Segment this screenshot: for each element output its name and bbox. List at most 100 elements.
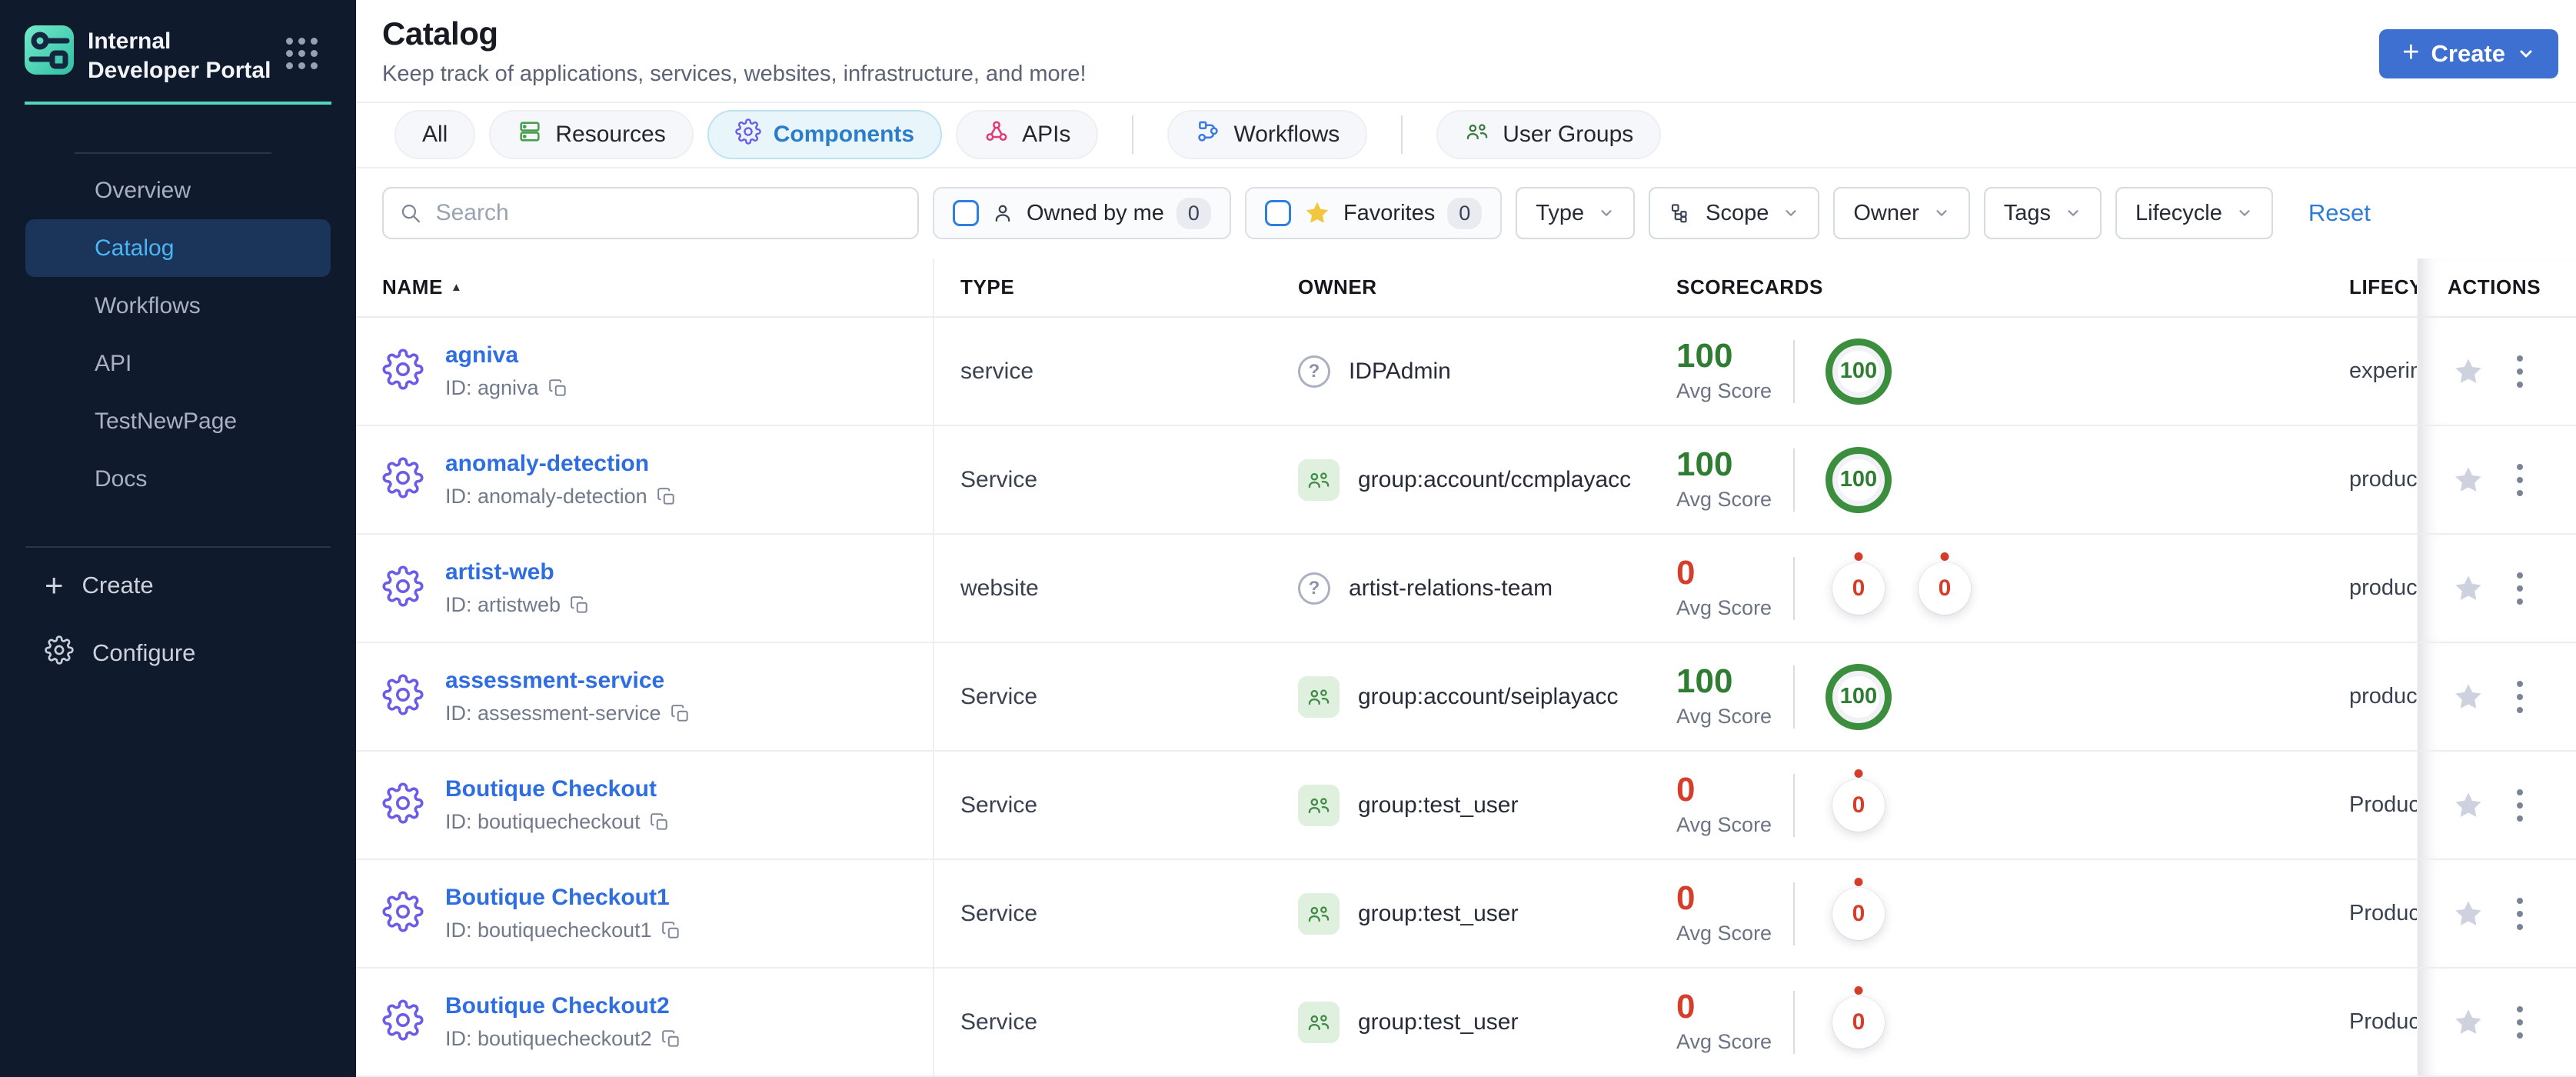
tab-all[interactable]: All xyxy=(394,110,476,159)
apps-grid-icon[interactable] xyxy=(286,38,318,69)
sidebar-nav: Overview Catalog Workflows API TestNewPa… xyxy=(0,162,356,508)
column-header-name[interactable]: NAME ▲ xyxy=(356,258,934,316)
component-id: ID: anomaly-detection xyxy=(445,485,677,508)
table-row: Boutique Checkout ID: boutiquecheckout S… xyxy=(356,752,2576,860)
owned-by-me-checkbox[interactable] xyxy=(953,200,979,227)
scorecard-circle[interactable]: 0 xyxy=(1825,769,1892,839)
scope-dropdown[interactable]: Scope xyxy=(1649,187,1820,240)
scorecard-circle[interactable]: 100 xyxy=(1825,338,1892,405)
components-gear-icon xyxy=(735,118,761,151)
kebab-menu-icon[interactable] xyxy=(2512,351,2528,392)
scorecard-circle[interactable]: 0 xyxy=(1825,985,1892,1055)
help-circle-icon: ? xyxy=(1298,355,1330,388)
scorecard-circle[interactable]: 100 xyxy=(1825,663,1892,730)
avg-score-label: Avg Score xyxy=(1676,922,1772,945)
user-group-icon xyxy=(1298,892,1340,935)
sidebar-item-overview[interactable]: Overview xyxy=(95,177,191,203)
sidebar-configure-button[interactable]: Configure xyxy=(0,623,356,683)
table-body: agniva ID: agniva service ? IDPAdmin 100… xyxy=(356,318,2576,1077)
owner-dropdown[interactable]: Owner xyxy=(1833,187,1970,240)
component-name-link[interactable]: artist-web xyxy=(445,559,554,585)
table-row: Boutique Checkout1 ID: boutiquecheckout1… xyxy=(356,860,2576,969)
create-button[interactable]: + Create xyxy=(2379,29,2558,78)
component-name-link[interactable]: Boutique Checkout1 xyxy=(445,885,670,910)
copy-icon[interactable] xyxy=(570,595,590,615)
type-value: Service xyxy=(960,1009,1038,1035)
sidebar-create-button[interactable]: + Create xyxy=(45,567,154,603)
copy-icon[interactable] xyxy=(661,921,681,941)
copy-icon[interactable] xyxy=(548,378,568,398)
progress-dot xyxy=(1854,552,1863,561)
kebab-menu-icon[interactable] xyxy=(2512,459,2528,501)
favorite-star-icon[interactable] xyxy=(2452,681,2484,713)
scorecard-circle[interactable]: 0 xyxy=(1912,552,1978,622)
tags-dropdown[interactable]: Tags xyxy=(1983,187,2102,240)
tab-divider xyxy=(1401,115,1403,154)
filters-bar: Owned by me 0 Favorites 0 Type Scope Own… xyxy=(356,168,2576,259)
owner-value: group:test_user xyxy=(1358,900,1519,926)
progress-dot xyxy=(1854,769,1863,778)
component-gear-icon xyxy=(382,348,424,394)
favorites-checkbox[interactable] xyxy=(1264,200,1291,227)
kebab-menu-icon[interactable] xyxy=(2512,568,2528,609)
scorecard-circle[interactable]: 0 xyxy=(1825,552,1892,622)
tab-user-groups[interactable]: User Groups xyxy=(1436,110,1662,159)
tab-workflows[interactable]: Workflows xyxy=(1167,110,1368,159)
brand: Internal Developer Portal xyxy=(0,0,356,85)
type-dropdown[interactable]: Type xyxy=(1516,187,1636,240)
sidebar-item-catalog[interactable]: Catalog xyxy=(25,219,331,277)
lifecycle-value: production xyxy=(2349,575,2454,600)
table-header-row: NAME ▲ TYPE OWNER SCORECARDS LIFECYCLE A… xyxy=(356,258,2576,318)
component-name-link[interactable]: Boutique Checkout2 xyxy=(445,993,670,1019)
component-name-link[interactable]: agniva xyxy=(445,342,519,368)
progress-dot xyxy=(1854,877,1863,886)
brand-accent-rule xyxy=(25,102,331,105)
favorite-star-icon[interactable] xyxy=(2452,789,2484,822)
copy-icon[interactable] xyxy=(657,487,677,507)
favorite-star-icon[interactable] xyxy=(2452,572,2484,605)
favorites-filter[interactable]: Favorites 0 xyxy=(1244,187,1503,240)
owner-value: group:account/seiplayacc xyxy=(1358,683,1619,709)
favorite-star-icon[interactable] xyxy=(2452,1006,2484,1039)
tab-apis[interactable]: APIs xyxy=(956,110,1099,159)
search-input[interactable] xyxy=(434,199,902,228)
tab-divider xyxy=(1132,115,1134,154)
sidebar-item-docs[interactable]: Docs xyxy=(95,465,148,492)
tab-resources[interactable]: Resources xyxy=(489,110,694,159)
favorite-star-icon[interactable] xyxy=(2452,464,2484,496)
copy-icon[interactable] xyxy=(661,1029,681,1049)
component-name-link[interactable]: assessment-service xyxy=(445,668,665,693)
scorecard-circle[interactable]: 100 xyxy=(1825,446,1892,513)
tab-components[interactable]: Components xyxy=(707,110,943,159)
scorecard-circle[interactable]: 0 xyxy=(1825,877,1892,947)
footer-divider xyxy=(25,546,331,548)
component-id: ID: boutiquecheckout2 xyxy=(445,1027,681,1051)
kebab-menu-icon[interactable] xyxy=(2512,1002,2528,1043)
score-divider xyxy=(1793,448,1795,512)
kebab-menu-icon[interactable] xyxy=(2512,785,2528,826)
owned-by-me-filter[interactable]: Owned by me 0 xyxy=(933,187,1231,240)
favorite-star-icon[interactable] xyxy=(2452,898,2484,930)
chevron-down-icon xyxy=(2520,50,2532,58)
reset-filters-link[interactable]: Reset xyxy=(2308,199,2371,227)
chevron-down-icon xyxy=(1786,210,1796,217)
copy-icon[interactable] xyxy=(671,704,691,724)
component-gear-icon xyxy=(382,782,424,828)
component-name-link[interactable]: Boutique Checkout xyxy=(445,776,657,802)
avg-score-label: Avg Score xyxy=(1676,1030,1772,1053)
sidebar-item-testnewpage[interactable]: TestNewPage xyxy=(95,408,238,434)
kebab-menu-icon[interactable] xyxy=(2512,676,2528,718)
component-name-link[interactable]: anomaly-detection xyxy=(445,451,650,476)
sidebar-item-workflows[interactable]: Workflows xyxy=(95,292,201,318)
score-divider xyxy=(1793,665,1795,729)
column-header-type: TYPE xyxy=(960,275,1015,298)
table-row: assessment-service ID: assessment-servic… xyxy=(356,643,2576,752)
search-icon xyxy=(401,205,420,223)
lifecycle-value: experimental xyxy=(2349,358,2478,383)
sidebar-item-api[interactable]: API xyxy=(95,350,132,376)
lifecycle-dropdown[interactable]: Lifecycle xyxy=(2115,187,2273,240)
copy-icon[interactable] xyxy=(650,812,670,832)
kebab-menu-icon[interactable] xyxy=(2512,893,2528,935)
favorite-star-icon[interactable] xyxy=(2452,355,2484,388)
lifecycle-value: Production xyxy=(2349,901,2456,925)
